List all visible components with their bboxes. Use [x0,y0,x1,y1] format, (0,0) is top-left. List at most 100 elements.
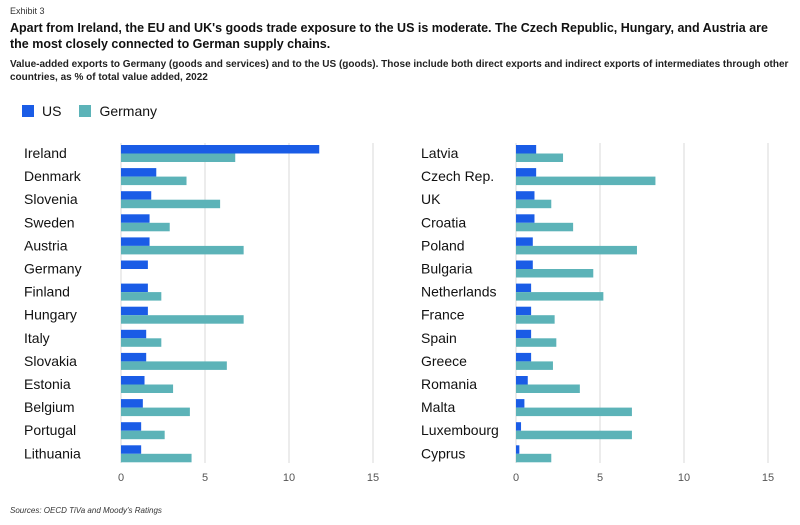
legend: US Germany [22,103,175,119]
bar-germany-slovenia [121,199,221,209]
bar-germany-luxembourg [516,430,632,440]
bar-us-slovakia [121,352,147,362]
x-tick-label: 0 [513,472,519,484]
category-label: Ireland [24,145,67,161]
category-label: Poland [421,237,465,253]
legend-item-us: US [22,103,61,119]
category-label: Malta [421,399,455,415]
x-tick-label: 15 [762,472,774,484]
bar-us-spain [516,329,532,339]
bar-us-slovenia [121,191,152,200]
x-tick-label: 5 [597,472,603,484]
category-label: Bulgaria [421,261,473,277]
category-label: Croatia [421,214,466,230]
bar-germany-sweden [121,222,170,232]
bar-us-luxembourg [516,422,522,431]
category-label: Finland [24,284,70,300]
bar-germany-czech-rep- [516,176,656,186]
bar-us-belgium [121,399,143,408]
bar-germany-portugal [121,430,165,440]
bar-germany-greece [516,361,553,370]
legend-label-germany: Germany [99,103,158,119]
bar-us-sweden [121,214,150,223]
category-label: Belgium [24,399,75,415]
x-tick-label: 10 [283,472,295,484]
bar-us-greece [516,352,532,362]
bar-us-latvia [516,145,537,154]
legend-swatch-us [22,105,34,117]
bar-us-finland [121,283,148,293]
bar-germany-slovakia [121,361,227,370]
category-label: Romania [421,376,477,392]
bar-germany-bulgaria [516,269,594,278]
bar-germany-croatia [516,222,574,232]
bar-germany-uk [516,199,552,209]
bar-us-italy [121,329,147,339]
category-label: Italy [24,330,50,346]
bar-us-czech-rep- [516,168,537,177]
bar-germany-lithuania [121,453,192,463]
bar-germany-austria [121,245,244,255]
bar-us-estonia [121,376,145,385]
bar-charts: 0 5 10 15 Ireland Denmark Slovenia Sweden Austri… [24,143,774,484]
bar-germany-denmark [121,176,187,186]
bar-germany-france [516,315,555,324]
legend-label-us: US [42,103,62,119]
category-label: Denmark [24,168,82,184]
bar-us-germany [121,260,148,269]
bar-germany-belgium [121,407,190,417]
category-label: Czech Rep. [421,168,494,184]
bar-us-poland [516,237,533,246]
category-label: UK [421,191,441,207]
category-label: France [421,307,465,323]
bar-us-austria [121,237,150,246]
legend-swatch-germany [79,105,92,117]
bar-us-hungary [121,306,148,316]
category-label: Sweden [24,214,75,230]
category-label: Spain [421,330,457,346]
category-label: Austria [24,237,68,253]
category-label: Portugal [24,422,76,438]
x-tick-label: 0 [118,472,124,484]
bar-germany-spain [516,338,557,347]
category-label: Luxembourg [421,422,499,438]
bar-us-ireland [121,145,320,154]
bar-us-malta [516,399,525,408]
bar-germany-finland [121,292,162,301]
category-label: Slovakia [24,353,77,369]
source-note: Sources: OECD TiVa and Moody's Ratings [10,506,162,515]
bar-us-lithuania [121,445,142,454]
bar-us-cyprus [516,445,520,454]
bar-us-romania [516,376,528,385]
chart-subtitle: Value-added exports to Germany (goods an… [10,59,789,83]
bar-us-uk [516,191,535,200]
bar-germany-netherlands [516,292,604,301]
bar-us-portugal [121,422,142,431]
bar-germany-cyprus [516,453,552,463]
bar-germany-ireland [121,153,236,162]
chart-title: Apart from Ireland, the EU and UK's good… [10,21,768,51]
category-label: Hungary [24,307,77,323]
bar-germany-estonia [121,384,174,393]
bar-germany-malta [516,407,632,417]
bar-germany-poland [516,245,637,255]
bar-us-croatia [516,214,535,223]
category-label: Estonia [24,376,71,392]
x-tick-label: 15 [367,472,379,484]
x-tick-label: 5 [202,472,208,484]
category-label: Cyprus [421,445,465,461]
bar-us-france [516,306,532,316]
bar-us-denmark [121,168,157,177]
bar-us-bulgaria [516,260,533,269]
category-label: Greece [421,353,467,369]
category-label: Lithuania [24,445,81,461]
bar-us-netherlands [516,283,532,293]
legend-item-germany: Germany [79,103,157,119]
bar-germany-italy [121,338,162,347]
category-label: Slovenia [24,191,78,207]
bar-germany-romania [516,384,580,393]
exhibit-label: Exhibit 3 [10,6,45,16]
bar-germany-latvia [516,153,564,162]
category-label: Germany [24,261,82,277]
bar-germany-hungary [121,315,244,324]
